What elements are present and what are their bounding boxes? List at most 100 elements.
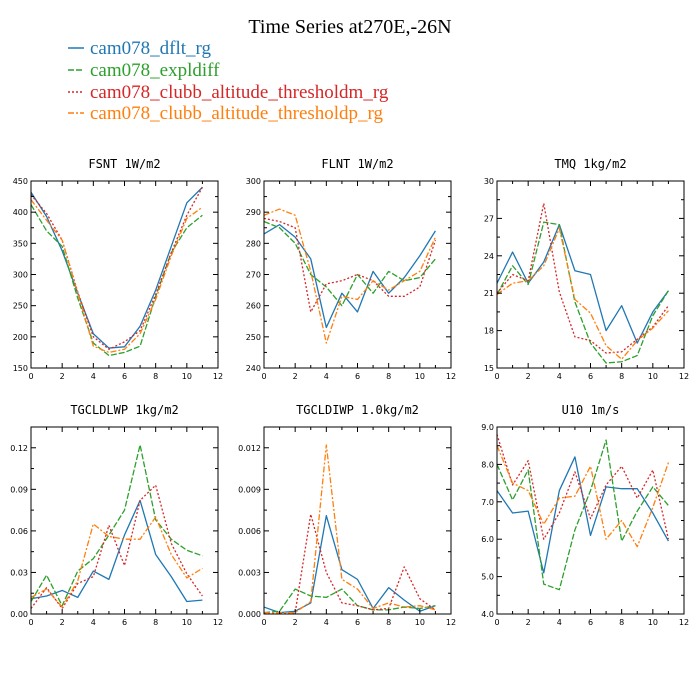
x-tick-label: 12 [446,618,456,627]
panel-title: U10 1m/s [562,403,620,417]
x-tick-label: 6 [355,618,360,627]
series-line [263,515,436,614]
series-line [263,223,436,329]
x-tick-label: 12 [446,372,456,381]
series-line [496,439,669,591]
series-line [30,199,203,354]
axis-frame [263,426,452,615]
x-tick-label: 6 [588,372,593,381]
y-tick-label: 280 [246,239,261,248]
series-line [263,208,437,344]
x-tick-label: 8 [386,372,391,381]
legend-entry: cam078_clubb_altitude_thresholdp_rg [68,103,384,124]
x-tick-label: 0 [494,618,499,627]
x-tick-label: 8 [386,618,391,627]
x-tick-label: 2 [526,372,531,381]
x-tick-label: 8 [153,618,158,627]
legend-entry: cam078_clubb_altitude_thresholdm_rg [68,82,389,103]
axis-frame [496,426,685,615]
series-line [263,220,436,307]
y-tick-label: 150 [13,364,28,373]
x-tick-label: 2 [60,618,65,627]
x-tick-label: 2 [526,618,531,627]
chart-panel: FSNT 1W/m2 0 2 4 6 8 10 12 150 200 250 300 350 400 450 [13,157,223,381]
x-tick-label: 8 [619,372,624,381]
y-tick-label: 30 [484,177,494,186]
x-tick-label: 12 [679,618,689,627]
panel-title: TGCLDIWP 1.0kg/m2 [296,403,419,417]
series-line [496,221,669,364]
x-tick-label: 4 [557,618,562,627]
y-tick-label: 0.000 [238,610,261,619]
chart-panel: TGCLDLWP 1kg/m2 0 2 4 6 8 10 12 0.00 0.03 0.06 0.09… [10,403,223,627]
x-tick-label: 10 [415,372,425,381]
series-line [263,217,437,313]
y-tick-label: 6.0 [481,535,494,544]
x-tick-label: 4 [91,618,96,627]
panels: FSNT 1W/m20 2 4 6 8 10 12150200250300350400450… [10,157,689,627]
x-tick-label: 10 [648,372,658,381]
legend-label: cam078_clubb_altitude_thresholdp_rg [90,103,384,124]
y-tick-label: 24 [484,252,494,261]
y-tick-label: 0.009 [238,485,261,494]
figure-title: Time Series at270E,-26N [248,16,451,38]
y-tick-label: 21 [484,289,494,298]
y-tick-label: 0.012 [238,444,261,453]
y-tick-label: 400 [13,208,28,217]
x-tick-label: 0 [28,618,33,627]
x-tick-label: 6 [588,618,593,627]
legend-label: cam078_dflt_rg [90,38,212,59]
y-tick-label: 250 [246,333,261,342]
series-line [496,202,669,354]
x-tick-label: 4 [557,372,562,381]
x-tick-label: 2 [293,618,298,627]
y-tick-label: 350 [13,239,28,248]
y-tick-label: 450 [13,177,28,186]
panel-title: TMQ 1kg/m2 [554,157,626,171]
x-tick-label: 0 [494,372,499,381]
x-tick-label: 4 [91,372,96,381]
y-tick-label: 0.00 [10,610,28,619]
axis-frame [30,426,219,615]
y-tick-label: 270 [246,271,261,280]
y-tick-label: 7.0 [481,498,494,507]
x-tick-label: 8 [153,372,158,381]
panel-title: TGCLDLWP 1kg/m2 [70,403,178,417]
series-line [30,499,203,603]
y-tick-label: 0.03 [10,568,28,577]
y-tick-label: 300 [246,177,261,186]
y-tick-label: 200 [13,333,28,342]
y-tick-label: 15 [484,364,494,373]
series-line [264,444,436,614]
y-tick-label: 300 [13,271,28,280]
chart-panel: FLNT 1W/m2 0 2 4 6 8 10 12 240 250 260 270 280 290 300 [246,157,456,381]
x-tick-label: 4 [324,618,329,627]
series-line [496,456,669,574]
y-tick-label: 5.0 [481,573,494,582]
series-line [30,186,203,349]
series-line [30,204,203,357]
y-tick-label: 27 [484,214,494,223]
legend-entry: cam078_dflt_rg [68,38,212,59]
y-tick-label: 9.0 [481,423,494,432]
series-line [30,516,203,608]
series-line [30,484,203,610]
y-tick-label: 4.0 [481,610,494,619]
x-tick-label: 6 [122,372,127,381]
legend: cam078_dflt_rg cam078_expldiff cam078_cl… [68,38,389,124]
series-line [30,444,203,607]
legend-label: cam078_expldiff [90,60,220,81]
x-tick-label: 0 [28,372,33,381]
series-line [30,186,203,350]
x-tick-label: 10 [648,618,658,627]
y-tick-label: 0.003 [238,568,261,577]
x-tick-label: 12 [213,618,223,627]
x-tick-label: 8 [619,618,624,627]
y-tick-label: 8.0 [481,460,494,469]
x-tick-label: 12 [679,372,689,381]
series-line [496,445,670,548]
x-tick-label: 0 [261,372,266,381]
x-tick-label: 10 [415,618,425,627]
